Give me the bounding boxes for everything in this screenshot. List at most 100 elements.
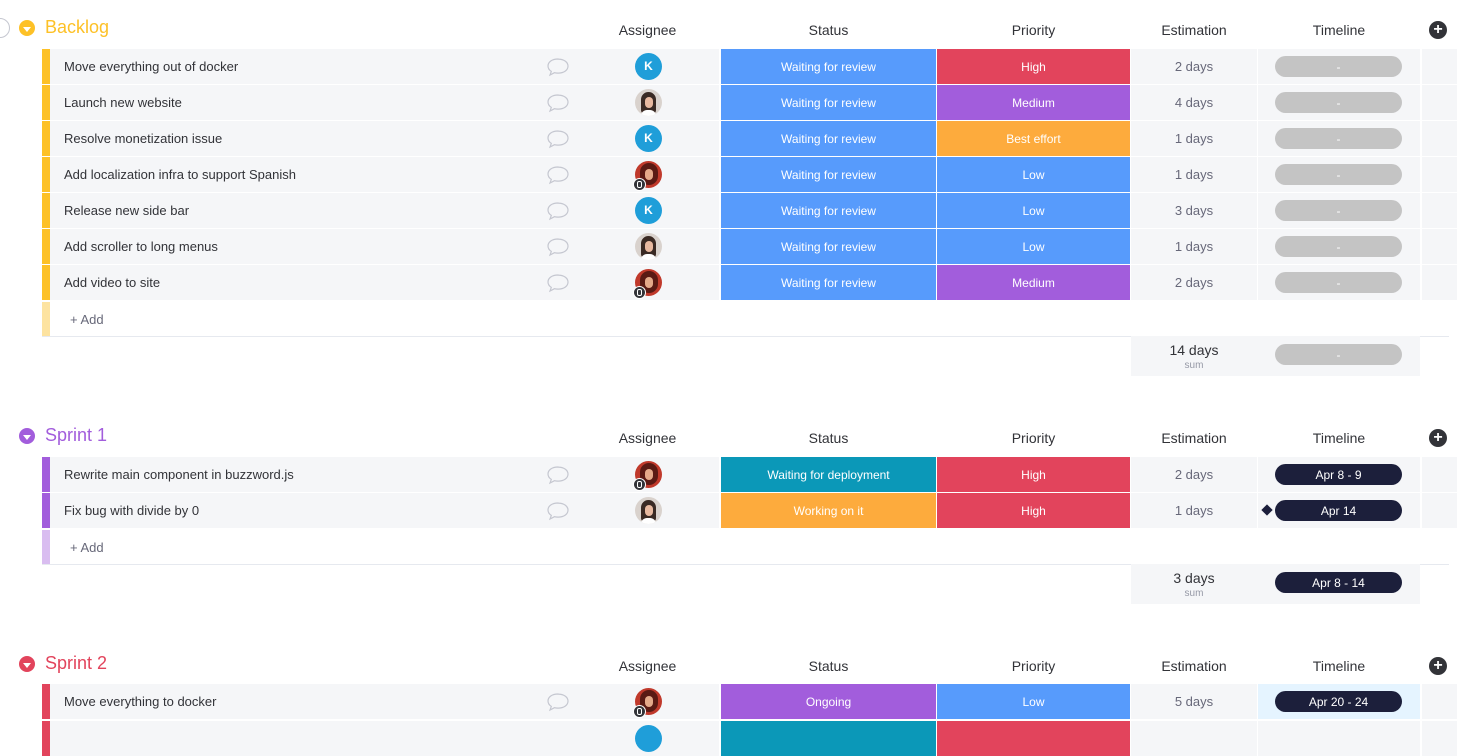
table-row[interactable]: Add video to site Waiting for review Med… bbox=[42, 265, 1457, 300]
estimation-cell[interactable]: 2 days bbox=[1131, 457, 1257, 492]
item-name-cell[interactable]: Rewrite main component in buzzword.js bbox=[50, 457, 616, 492]
add-column-icon[interactable]: + bbox=[1429, 21, 1447, 39]
item-name[interactable]: Add scroller to long menus bbox=[64, 239, 218, 254]
timeline-cell[interactable]: Apr 20 - 24 bbox=[1258, 684, 1420, 719]
comment-bubble-icon[interactable] bbox=[546, 465, 570, 485]
avatar[interactable]: K bbox=[635, 197, 662, 224]
column-header-estimation[interactable]: Estimation bbox=[1161, 22, 1227, 38]
assignee-cell[interactable] bbox=[576, 493, 719, 528]
item-name[interactable]: Release new side bar bbox=[64, 203, 190, 218]
table-row[interactable] bbox=[42, 721, 1457, 756]
timeline-cell[interactable] bbox=[1258, 721, 1420, 756]
table-row[interactable]: Release new side bar K Waiting for revie… bbox=[42, 193, 1457, 228]
column-header-timeline[interactable]: Timeline bbox=[1312, 22, 1366, 38]
comment-bubble-icon[interactable] bbox=[546, 129, 570, 149]
status-cell[interactable] bbox=[721, 721, 936, 756]
column-header-assignee[interactable]: Assignee bbox=[618, 430, 677, 446]
column-header-timeline[interactable]: Timeline bbox=[1312, 658, 1366, 674]
group-title[interactable]: Sprint 1 bbox=[45, 425, 108, 445]
estimation-cell[interactable]: 2 days bbox=[1131, 49, 1257, 84]
timeline-cell[interactable]: Apr 14 bbox=[1258, 493, 1420, 528]
add-item-label[interactable]: + Add bbox=[70, 540, 104, 555]
estimation-cell[interactable]: 1 days bbox=[1131, 493, 1257, 528]
timeline-pill[interactable]: - bbox=[1275, 92, 1402, 113]
priority-cell[interactable]: High bbox=[937, 493, 1130, 528]
timeline-cell[interactable]: - bbox=[1258, 193, 1420, 228]
estimation-cell[interactable]: 1 days bbox=[1131, 157, 1257, 192]
priority-cell[interactable]: Low bbox=[937, 157, 1130, 192]
avatar-photo-icon[interactable] bbox=[635, 233, 662, 260]
table-row[interactable]: Add scroller to long menus Waiting for r… bbox=[42, 229, 1457, 264]
item-name-cell[interactable] bbox=[50, 721, 616, 756]
priority-cell[interactable]: Low bbox=[937, 229, 1130, 264]
item-name-cell[interactable]: Fix bug with divide by 0 bbox=[50, 493, 616, 528]
item-name-cell[interactable]: Move everything to docker bbox=[50, 684, 616, 719]
column-header-priority[interactable]: Priority bbox=[1011, 22, 1056, 38]
assignee-cell[interactable]: K bbox=[576, 193, 719, 228]
priority-cell[interactable]: Best effort bbox=[937, 121, 1130, 156]
timeline-cell[interactable]: - bbox=[1258, 85, 1420, 120]
column-header-status[interactable]: Status bbox=[808, 658, 849, 674]
avatar-photo-icon[interactable] bbox=[633, 461, 662, 491]
item-name[interactable]: Move everything out of docker bbox=[64, 59, 239, 74]
table-row[interactable]: Resolve monetization issue K Waiting for… bbox=[42, 121, 1457, 156]
timeline-pill[interactable]: Apr 20 - 24 bbox=[1275, 691, 1402, 712]
timeline-pill[interactable]: Apr 14 bbox=[1275, 500, 1402, 521]
item-name-cell[interactable]: Add video to site bbox=[50, 265, 616, 300]
timeline-pill[interactable]: - bbox=[1275, 56, 1402, 77]
timeline-pill[interactable]: Apr 8 - 9 bbox=[1275, 464, 1402, 485]
column-header-priority[interactable]: Priority bbox=[1011, 658, 1056, 674]
assignee-cell[interactable] bbox=[576, 85, 719, 120]
assignee-cell[interactable] bbox=[576, 721, 719, 756]
status-cell[interactable]: Waiting for review bbox=[721, 85, 936, 120]
collapse-group-icon[interactable] bbox=[19, 20, 35, 36]
estimation-cell[interactable]: 1 days bbox=[1131, 229, 1257, 264]
column-header-status[interactable]: Status bbox=[808, 430, 849, 446]
column-header-estimation[interactable]: Estimation bbox=[1161, 430, 1227, 446]
assignee-cell[interactable] bbox=[576, 684, 719, 719]
assignee-cell[interactable] bbox=[576, 229, 719, 264]
table-row[interactable]: Move everything to docker Ongoing Low 5 … bbox=[42, 684, 1457, 719]
column-header-assignee[interactable]: Assignee bbox=[618, 658, 677, 674]
status-cell[interactable]: Waiting for review bbox=[721, 229, 936, 264]
estimation-cell[interactable]: 4 days bbox=[1131, 85, 1257, 120]
status-cell[interactable]: Ongoing bbox=[721, 684, 936, 719]
assignee-cell[interactable] bbox=[576, 265, 719, 300]
timeline-cell[interactable]: - bbox=[1258, 229, 1420, 264]
timeline-pill[interactable]: - bbox=[1275, 128, 1402, 149]
timeline-pill[interactable]: - bbox=[1275, 200, 1402, 221]
column-header-timeline[interactable]: Timeline bbox=[1312, 430, 1366, 446]
column-header-priority[interactable]: Priority bbox=[1011, 430, 1056, 446]
avatar[interactable]: K bbox=[635, 53, 662, 80]
comment-bubble-icon[interactable] bbox=[546, 692, 570, 712]
comment-bubble-icon[interactable] bbox=[546, 93, 570, 113]
assignee-cell[interactable] bbox=[576, 157, 719, 192]
avatar[interactable]: K bbox=[635, 125, 662, 152]
estimation-cell[interactable]: 3 days bbox=[1131, 193, 1257, 228]
item-name[interactable]: Fix bug with divide by 0 bbox=[64, 503, 200, 518]
item-name-cell[interactable]: Move everything out of docker bbox=[50, 49, 616, 84]
timeline-pill[interactable]: - bbox=[1275, 236, 1402, 257]
estimation-cell[interactable] bbox=[1131, 721, 1257, 756]
priority-cell[interactable]: Medium bbox=[937, 265, 1130, 300]
avatar-photo-icon[interactable] bbox=[633, 161, 662, 191]
priority-cell[interactable] bbox=[937, 721, 1130, 756]
status-cell[interactable]: Working on it bbox=[721, 493, 936, 528]
status-cell[interactable]: Waiting for deployment bbox=[721, 457, 936, 492]
add-column-icon[interactable]: + bbox=[1429, 429, 1447, 447]
comment-bubble-icon[interactable] bbox=[546, 201, 570, 221]
timeline-pill[interactable]: - bbox=[1275, 272, 1402, 293]
avatar[interactable] bbox=[635, 725, 662, 752]
status-cell[interactable]: Waiting for review bbox=[721, 121, 936, 156]
item-name[interactable]: Launch new website bbox=[64, 95, 182, 110]
avatar-photo-icon[interactable] bbox=[635, 497, 662, 524]
item-name-cell[interactable]: Resolve monetization issue bbox=[50, 121, 616, 156]
estimation-cell[interactable]: 2 days bbox=[1131, 265, 1257, 300]
group-title[interactable]: Sprint 2 bbox=[45, 653, 108, 673]
priority-cell[interactable]: Low bbox=[937, 684, 1130, 719]
column-header-estimation[interactable]: Estimation bbox=[1161, 658, 1227, 674]
estimation-cell[interactable]: 5 days bbox=[1131, 684, 1257, 719]
item-name-cell[interactable]: Add localization infra to support Spanis… bbox=[50, 157, 616, 192]
status-cell[interactable]: Waiting for review bbox=[721, 193, 936, 228]
collapse-group-icon[interactable] bbox=[19, 656, 35, 672]
